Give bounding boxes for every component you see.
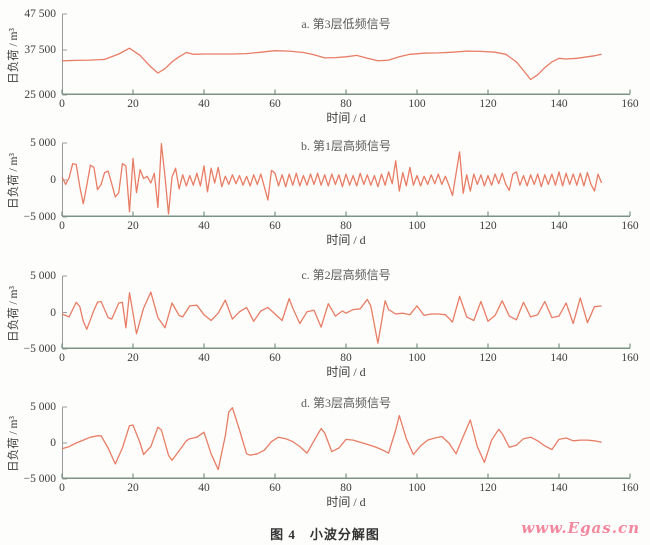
x-tick-label: 40 [198,482,210,494]
y-tick-label: 0 [50,437,56,449]
figure-caption: 图 4 小波分解图 [0,524,650,543]
x-tick-label: 100 [408,352,426,364]
x-axis-label-a: 时间 / d [326,111,366,125]
x-tick-label: 120 [479,352,497,364]
x-tick-label: 20 [127,220,139,232]
x-tick-label: 140 [550,220,568,232]
signal-line-b [61,143,603,215]
x-tick-label: 60 [269,352,281,364]
y-tick-label: −5 000 [23,473,56,485]
x-tick-label: 80 [340,352,352,364]
y-tick-label: 0 [50,306,56,319]
subplot-b-plot-area [61,142,631,218]
x-tick-label: 0 [59,352,65,364]
y-tick-label: 5 000 [30,137,56,149]
x-tick-label: 60 [269,482,281,494]
watermark: www.Egas.cn [521,519,640,537]
x-tick-label: 100 [408,482,426,494]
y-tick-label: 25 000 [24,89,56,101]
y-axis-label-a: 日负荷 / m³ [8,27,20,84]
x-tick-label: 100 [408,220,426,232]
x-tick-label: 80 [340,482,352,494]
x-axis-label-c: 时间 / d [326,365,366,379]
y-tick-label: −5 000 [23,211,56,223]
y-tick-label: 5 000 [30,270,56,282]
x-tick-label: 40 [198,352,210,364]
signal-line-a [61,47,602,81]
x-tick-label: 160 [621,352,639,364]
x-tick-label: 40 [198,220,210,232]
signal-line-c [61,291,602,344]
x-tick-label: 100 [408,98,426,110]
x-tick-label: 140 [550,482,568,494]
signal-line-d [61,407,602,471]
x-tick-label: 0 [59,482,65,494]
y-tick-label: 0 [50,174,56,186]
y-tick-label: 37 500 [24,44,56,56]
x-tick-label: 160 [621,482,639,494]
subplot-c-title: c. 第2层高频信号 [301,268,391,282]
x-tick-label: 0 [59,98,65,110]
y-tick-label: 47 500 [24,8,56,20]
subplot-d-title: d. 第3层高频信号 [300,396,392,410]
x-tick-label: 120 [479,482,497,494]
x-tick-label: 60 [269,98,281,110]
x-tick-label: 40 [198,98,210,110]
x-axis-label-b: 时间 / d [326,233,366,247]
x-tick-label: 140 [550,352,568,364]
y-tick-label: 5 000 [30,401,56,413]
y-axis-label-b: 日负荷 / m³ [8,153,20,209]
x-tick-label: 160 [621,220,639,232]
x-tick-label: 20 [127,352,139,364]
x-tick-label: 60 [269,220,281,232]
subplot-d-plot-area [61,406,631,480]
subplot-b-title: b. 第1层高频信号 [300,139,392,153]
x-tick-label: 80 [340,98,352,110]
y-axis-label-d: 日负荷 / m³ [8,416,20,472]
figure-caption-title: 小波分解图 [309,527,380,542]
y-tick-label: −5 000 [23,343,56,355]
x-tick-label: 0 [59,220,65,232]
y-axis-label-c: 日负荷 / m³ [8,285,20,342]
x-tick-label: 120 [479,220,497,232]
x-tick-label: 160 [621,98,639,110]
x-tick-label: 80 [340,220,352,232]
x-tick-label: 20 [127,98,139,110]
x-axis-label-d: 时间 / d [326,495,366,509]
subplot-a-plot-area [61,13,631,96]
x-tick-label: 20 [127,482,139,494]
x-tick-label: 120 [479,98,497,110]
subplot-c-plot-area [61,275,631,350]
figure-caption-number: 图 4 [270,527,296,542]
x-tick-label: 140 [550,98,568,110]
subplot-a-title: a. 第3层低频信号 [301,17,391,31]
